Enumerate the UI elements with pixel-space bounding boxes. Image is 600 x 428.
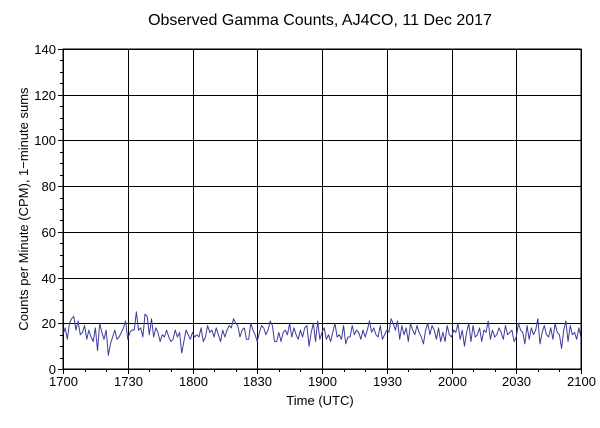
- y-tick-label: 20: [42, 316, 56, 331]
- x-tick-label: 1700: [49, 374, 78, 389]
- chart-title: Observed Gamma Counts, AJ4CO, 11 Dec 201…: [148, 12, 492, 29]
- grid: [63, 49, 582, 370]
- x-tick-label: 1900: [308, 374, 337, 389]
- y-tick-label: 100: [34, 133, 56, 148]
- x-tick-label: 1930: [373, 374, 402, 389]
- y-tick-label: 80: [42, 179, 56, 194]
- ticks: 0 20 40 60 80 100 120 140 1700 1730 1800 1830 1900 19…: [34, 42, 596, 389]
- y-tick-label: 120: [34, 88, 56, 103]
- x-tick-label: 2100: [567, 374, 596, 389]
- y-tick-label: 140: [34, 42, 56, 57]
- x-tick-label: 2030: [502, 374, 531, 389]
- x-tick-label: 1830: [243, 374, 272, 389]
- y-axis-label: Counts per Minute (CPM), 1−minute sums: [16, 87, 31, 331]
- x-tick-label: 1730: [114, 374, 143, 389]
- x-tick-label: 2000: [438, 374, 467, 389]
- y-tick-label: 60: [42, 225, 56, 240]
- y-tick-label: 40: [42, 271, 56, 286]
- y-tick-label: 0: [49, 362, 56, 377]
- x-axis-label: Time (UTC): [286, 393, 353, 408]
- x-tick-label: 1800: [179, 374, 208, 389]
